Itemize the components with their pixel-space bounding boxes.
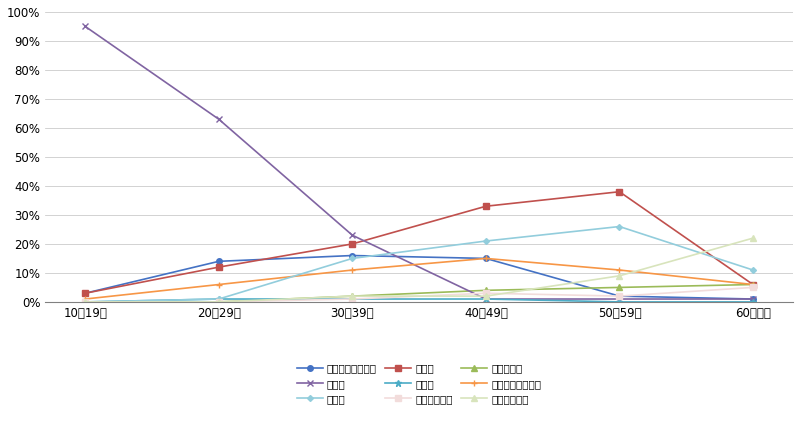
生活の利便性 (748, 235, 758, 241)
住　宅 (214, 296, 223, 301)
生活の利便性 (481, 293, 490, 299)
転　勤 (214, 265, 223, 270)
交通の利便性 (347, 296, 357, 301)
結婚・離婚・縁組 (81, 296, 90, 301)
生活の利便性 (614, 273, 624, 278)
転　勤 (347, 241, 357, 246)
転　勤 (81, 290, 90, 296)
Line: 退職・廃業: 退職・廃業 (82, 282, 756, 305)
退職・廃業 (614, 285, 624, 290)
Line: 就　学: 就 学 (82, 23, 757, 302)
退職・廃業 (481, 288, 490, 293)
転　勤 (481, 203, 490, 209)
Line: 住　宅: 住 宅 (83, 225, 755, 304)
退職・廃業 (214, 299, 223, 305)
交通の利便性 (748, 285, 758, 290)
卒　業 (614, 299, 624, 305)
結婚・離婚・縁組 (614, 267, 624, 273)
Line: 就職・転職・転業: 就職・転職・転業 (82, 253, 756, 302)
卒　業 (347, 296, 357, 301)
就職・転職・転業 (214, 259, 223, 264)
生活の利便性 (81, 299, 90, 305)
転　勤 (614, 189, 624, 194)
結婚・離婚・縁組 (748, 282, 758, 287)
就職・転職・転業 (481, 256, 490, 261)
就　学 (347, 233, 357, 238)
就　学 (614, 296, 624, 301)
退職・廃業 (347, 293, 357, 299)
就　学 (214, 117, 223, 122)
就　学 (81, 24, 90, 29)
退職・廃業 (748, 282, 758, 287)
生活の利便性 (214, 299, 223, 305)
就職・転職・転業 (748, 296, 758, 301)
Line: 卒　業: 卒 業 (82, 296, 757, 305)
住　宅 (347, 256, 357, 261)
就職・転職・転業 (81, 290, 90, 296)
結婚・離婚・縁組 (214, 282, 223, 287)
Line: 交通の利便性: 交通の利便性 (82, 285, 756, 305)
住　宅 (748, 267, 758, 273)
住　宅 (481, 238, 490, 244)
住　宅 (81, 299, 90, 305)
Legend: 就職・転職・転業, 就　学, 住　宅, 転　勤, 卒　業, 交通の利便性, 退職・廃業, 結婚・離婚・縁組, 生活の利便性: 就職・転職・転業, 就 学, 住 宅, 転 勤, 卒 業, 交通の利便性, 退職… (293, 359, 546, 408)
生活の利便性 (347, 293, 357, 299)
Line: 転　勤: 転 勤 (82, 189, 756, 296)
結婚・離婚・縁組 (347, 267, 357, 273)
就職・転職・転業 (347, 253, 357, 258)
就　学 (748, 296, 758, 301)
就　学 (481, 296, 490, 301)
卒　業 (214, 296, 223, 301)
転　勤 (748, 282, 758, 287)
就職・転職・転業 (614, 293, 624, 299)
退職・廃業 (81, 299, 90, 305)
結婚・離婚・縁組 (481, 256, 490, 261)
交通の利便性 (214, 299, 223, 305)
交通の利便性 (481, 290, 490, 296)
住　宅 (614, 224, 624, 229)
Line: 生活の利便性: 生活の利便性 (82, 235, 756, 305)
Line: 結婚・離婚・縁組: 結婚・離婚・縁組 (82, 255, 757, 302)
卒　業 (81, 299, 90, 305)
卒　業 (481, 296, 490, 301)
交通の利便性 (81, 299, 90, 305)
交通の利便性 (614, 293, 624, 299)
卒　業 (748, 299, 758, 305)
